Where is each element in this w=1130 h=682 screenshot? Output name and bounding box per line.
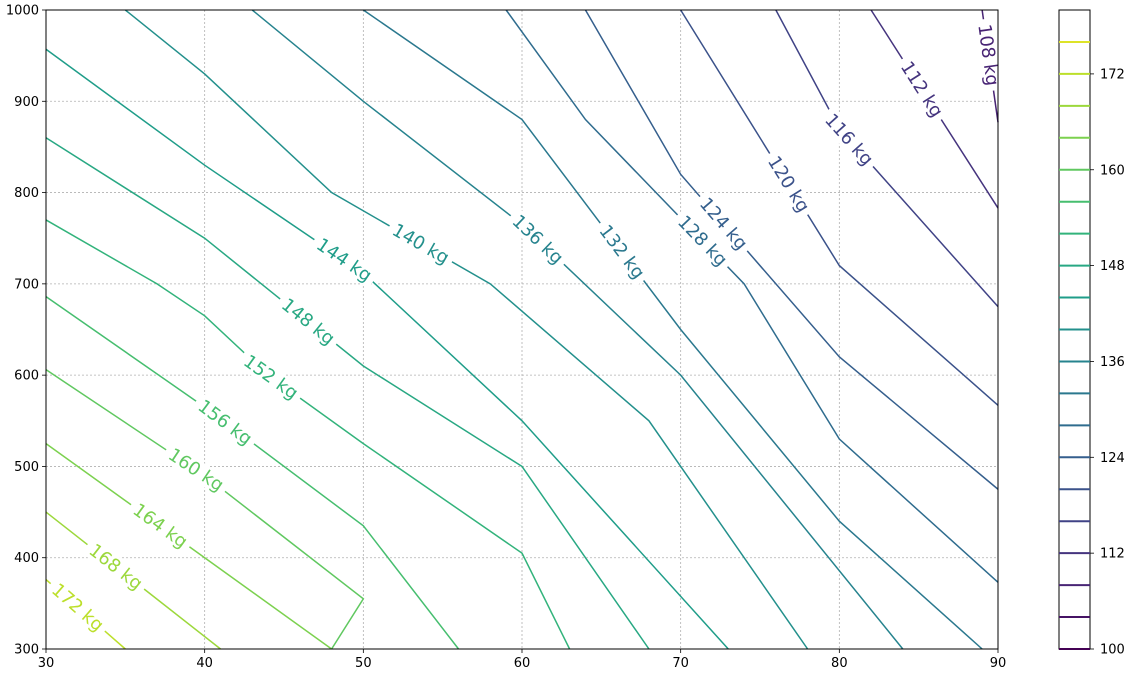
contour-line xyxy=(362,9,983,650)
y-tick-label: 900 xyxy=(14,95,39,110)
x-tick-label: 50 xyxy=(355,656,372,671)
contour-line xyxy=(584,9,999,490)
contour-label-group: 120 kg xyxy=(761,148,817,220)
contour-label-group: 112 kg xyxy=(893,53,950,125)
contour-label-group: 152 kg xyxy=(235,348,306,407)
contour-line xyxy=(45,48,729,650)
contour-label-group: 168 kg xyxy=(81,536,151,597)
colorbar-tick-label: 148 xyxy=(1100,259,1125,274)
contour-label-background xyxy=(81,536,151,597)
contour-line xyxy=(680,9,999,406)
contour-label-background xyxy=(125,496,196,555)
colorbar-tick-label: 136 xyxy=(1100,355,1125,370)
contour-line xyxy=(251,9,904,650)
contour-label-background xyxy=(160,441,232,499)
contour-label-group: 116 kg xyxy=(817,106,881,174)
contour-label-background xyxy=(273,291,343,352)
contour-label: 152 kg xyxy=(239,351,302,404)
y-tick-label: 800 xyxy=(14,186,39,201)
contour-label: 112 kg xyxy=(896,58,947,121)
contour-label-background xyxy=(190,392,260,452)
contour-label-group: 160 kg xyxy=(160,441,232,499)
colorbar: 100 112 124 136 148 160 172 xyxy=(1058,9,1125,658)
y-tick-label: 1000 xyxy=(6,4,39,19)
contour-label: 120 kg xyxy=(763,152,814,216)
contour-label-background xyxy=(893,53,950,125)
contour-label-background xyxy=(670,207,735,274)
contour-line xyxy=(775,9,999,308)
contour-label-group: 172 kg xyxy=(44,576,112,639)
contour-label-background xyxy=(504,207,571,272)
contour-label-background xyxy=(817,106,881,174)
contour-label-group: 164 kg xyxy=(125,496,196,555)
contour-label-group: 136 kg xyxy=(504,207,571,272)
contour-label-group: 156 kg xyxy=(190,392,260,452)
axes: 30 40 50 60 70 80 90 300 400 500 600 700 800 900 1000 xyxy=(6,4,1006,672)
colorbar-tick-label: 124 xyxy=(1100,451,1125,466)
contour-label-background xyxy=(973,17,1004,92)
contour-line xyxy=(45,137,650,650)
contour-label-group: 132 kg xyxy=(592,217,652,287)
contour-line xyxy=(45,296,460,650)
colorbar-tick-label: 160 xyxy=(1100,163,1125,178)
contour-label: 116 kg xyxy=(820,110,877,170)
colorbar-tick-label: 100 xyxy=(1100,643,1125,658)
contour-label-background xyxy=(235,348,306,407)
y-tick-label: 600 xyxy=(14,369,39,384)
x-tick-label: 60 xyxy=(514,656,531,671)
contour-label-group: 108 kg xyxy=(973,17,1004,92)
y-tick-label: 300 xyxy=(14,643,39,658)
contour-label-background xyxy=(308,231,380,289)
contour-label: 168 kg xyxy=(85,540,147,595)
y-tick-label: 500 xyxy=(14,460,39,475)
y-tick-label: 700 xyxy=(14,277,39,292)
contour-label: 144 kg xyxy=(312,234,375,286)
y-tick-label: 400 xyxy=(14,551,39,566)
contour-line xyxy=(45,369,365,650)
contour-label-background xyxy=(592,217,652,287)
contour-label: 140 kg xyxy=(388,220,452,269)
contour-label: 160 kg xyxy=(164,444,227,496)
contour-label: 148 kg xyxy=(277,294,338,349)
contour-label-background xyxy=(692,189,755,258)
contour-line xyxy=(505,9,999,583)
colorbar-tick-label: 112 xyxy=(1100,547,1125,562)
contour-label: 156 kg xyxy=(194,396,256,450)
contour-label: 136 kg xyxy=(508,211,567,269)
x-tick-label: 70 xyxy=(672,656,689,671)
contour-label-group: 140 kg xyxy=(384,217,457,271)
contour-label-background xyxy=(761,148,817,220)
contour-label-group: 148 kg xyxy=(273,291,343,352)
x-tick-label: 30 xyxy=(38,656,55,671)
x-tick-label: 80 xyxy=(831,656,848,671)
contour-line xyxy=(124,9,809,650)
contour-label: 172 kg xyxy=(47,579,107,636)
colorbar-tick-label: 172 xyxy=(1100,67,1125,82)
contour-label-background xyxy=(384,217,457,271)
contour-label: 132 kg xyxy=(595,221,649,283)
x-tick-label: 90 xyxy=(990,656,1007,671)
contour-label-background xyxy=(44,576,112,639)
contour-label-group: 144 kg xyxy=(308,231,380,289)
contour-lines xyxy=(45,9,999,650)
contour-label: 164 kg xyxy=(129,500,192,553)
contour-line xyxy=(45,442,333,650)
x-tick-label: 40 xyxy=(196,656,213,671)
